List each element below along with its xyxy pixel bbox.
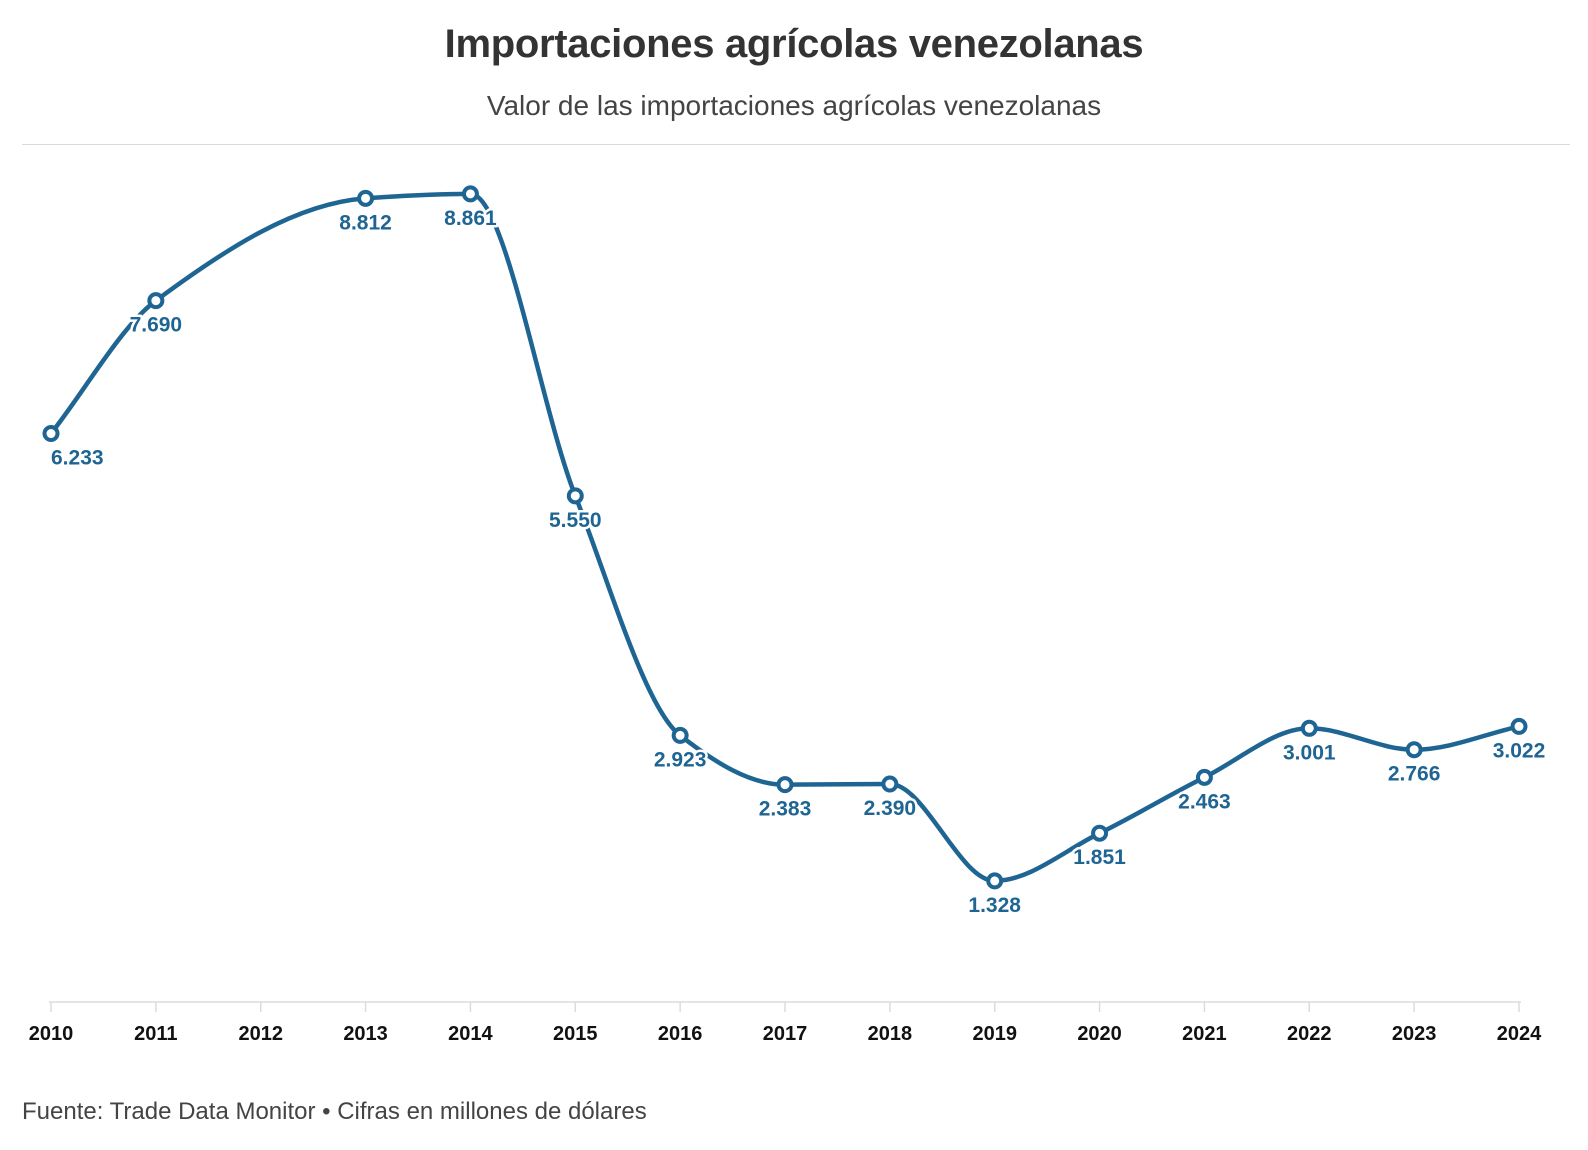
data-label: 5.550 (549, 509, 602, 532)
x-tick-label: 2014 (448, 1023, 493, 1045)
data-point-marker[interactable] (357, 189, 375, 207)
data-point-marker[interactable] (986, 872, 1004, 890)
data-label: 2.923 (654, 748, 707, 771)
data-label: 6.233 (51, 447, 104, 470)
x-tick-label: 2022 (1287, 1023, 1332, 1045)
x-tick-label: 2010 (29, 1023, 74, 1045)
data-label: 3.001 (1283, 741, 1336, 764)
x-tick-label: 2018 (868, 1023, 913, 1045)
x-tick-label: 2019 (972, 1023, 1017, 1045)
data-point-marker[interactable] (1091, 824, 1109, 842)
chart-subtitle: Valor de las importaciones agrícolas ven… (486, 90, 1102, 121)
data-label: 2.390 (864, 797, 917, 820)
data-label: 1.328 (968, 894, 1021, 917)
data-point-marker[interactable] (1195, 768, 1213, 786)
data-label: 3.022 (1493, 739, 1546, 762)
x-tick-label: 2021 (1182, 1023, 1227, 1045)
x-tick-label: 2011 (134, 1023, 177, 1045)
data-labels-layer: 6.233 7.690 8.812 8.861 5.550 2.923 2.383 2.390… (49, 204, 1548, 919)
chart-title: Importaciones agrícolas venezolanas (444, 22, 1144, 66)
x-axis: 2010 2011 2012 2013 2014 2015 2016 2017 2018 2019… (29, 1001, 1542, 1045)
data-label: 2.766 (1388, 763, 1441, 786)
data-point-marker[interactable] (461, 185, 479, 203)
data-point-marker[interactable] (881, 775, 899, 793)
data-point-marker[interactable] (566, 487, 584, 505)
x-tick-label: 2012 (238, 1023, 283, 1045)
header-divider (22, 144, 1570, 145)
data-label: 7.690 (130, 314, 183, 337)
data-point-marker[interactable] (671, 726, 689, 744)
x-tick-label: 2015 (553, 1023, 598, 1045)
data-label: 8.861 (444, 207, 497, 230)
x-tick-label: 2023 (1392, 1023, 1437, 1045)
x-tick-label: 2020 (1077, 1023, 1122, 1045)
markers-layer (42, 185, 1528, 890)
data-point-marker[interactable] (1510, 717, 1528, 735)
line-chart: 2010 2011 2012 2013 2014 2015 2016 2017 2018 2019… (28, 185, 1548, 1045)
x-tick-label: 2024 (1497, 1023, 1542, 1045)
data-label: 8.812 (339, 211, 392, 234)
data-point-marker[interactable] (42, 425, 60, 443)
data-label: 2.383 (759, 798, 812, 821)
data-label: 1.851 (1073, 846, 1126, 869)
data-point-marker[interactable] (147, 292, 165, 310)
data-label: 2.463 (1178, 790, 1231, 813)
x-tick-label: 2016 (658, 1023, 703, 1045)
data-point-marker[interactable] (1405, 741, 1423, 759)
source-note: Fuente: Trade Data Monitor • Cifras en m… (22, 1098, 647, 1125)
data-point-marker[interactable] (776, 776, 794, 794)
x-tick-label: 2017 (763, 1023, 808, 1045)
data-point-marker[interactable] (1300, 719, 1318, 737)
x-tick-label: 2013 (343, 1023, 388, 1045)
